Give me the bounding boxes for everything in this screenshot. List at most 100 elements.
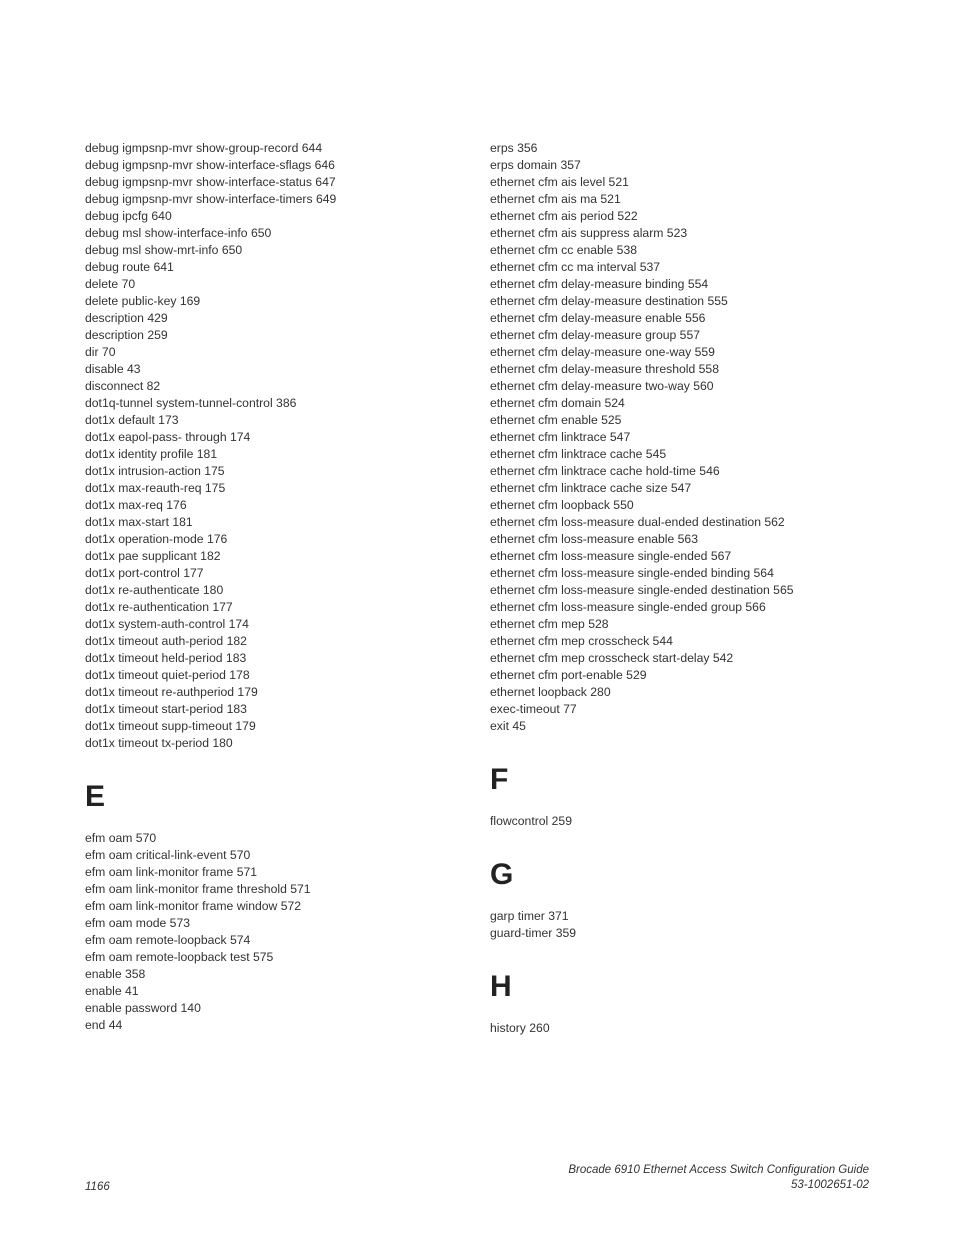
index-entry: garp timer 371 (490, 908, 869, 925)
index-entry: efm oam link-monitor frame 571 (85, 864, 464, 881)
index-entry: debug ipcfg 640 (85, 208, 464, 225)
index-entry: dot1x eapol-pass- through 174 (85, 429, 464, 446)
index-entry: ethernet cfm loss-measure dual-ended des… (490, 514, 869, 531)
page-footer: 1166 Brocade 6910 Ethernet Access Switch… (85, 1163, 869, 1193)
index-entry: debug igmpsnp-mvr show-group-record 644 (85, 140, 464, 157)
index-entry: ethernet cfm loss-measure single-ended b… (490, 565, 869, 582)
d-section-continued: debug igmpsnp-mvr show-group-record 644 d… (85, 140, 464, 752)
index-entry: enable 358 (85, 966, 464, 983)
section-heading-f: F (490, 765, 869, 795)
index-entry: ethernet cfm loss-measure single-ended d… (490, 582, 869, 599)
index-entry: ethernet cfm delay-measure destination 5… (490, 293, 869, 310)
index-entry: history 260 (490, 1020, 869, 1037)
index-entry: ethernet cfm ais suppress alarm 523 (490, 225, 869, 242)
index-entry: efm oam link-monitor frame threshold 571 (85, 881, 464, 898)
index-entry: description 429 (85, 310, 464, 327)
index-entry: ethernet cfm delay-measure binding 554 (490, 276, 869, 293)
index-entry: dot1x timeout start-period 183 (85, 701, 464, 718)
index-entry: disable 43 (85, 361, 464, 378)
index-entry: debug route 641 (85, 259, 464, 276)
index-entry: ethernet loopback 280 (490, 684, 869, 701)
index-entry: efm oam remote-loopback test 575 (85, 949, 464, 966)
index-entry: efm oam mode 573 (85, 915, 464, 932)
index-entry: debug msl show-mrt-info 650 (85, 242, 464, 259)
index-entry: erps domain 357 (490, 157, 869, 174)
index-entry: end 44 (85, 1017, 464, 1034)
index-entry: flowcontrol 259 (490, 813, 869, 830)
index-entry: exec-timeout 77 (490, 701, 869, 718)
index-entry: dot1x timeout held-period 183 (85, 650, 464, 667)
index-entry: ethernet cfm ais level 521 (490, 174, 869, 191)
index-entry: dot1q-tunnel system-tunnel-control 386 (85, 395, 464, 412)
index-entry: ethernet cfm linktrace cache size 547 (490, 480, 869, 497)
index-entry: dot1x intrusion-action 175 (85, 463, 464, 480)
index-entry: dot1x timeout auth-period 182 (85, 633, 464, 650)
index-entry: dot1x max-start 181 (85, 514, 464, 531)
doc-title-line1: Brocade 6910 Ethernet Access Switch Conf… (568, 1163, 869, 1178)
index-entry: ethernet cfm delay-measure two-way 560 (490, 378, 869, 395)
index-entry: dot1x default 173 (85, 412, 464, 429)
index-entry: ethernet cfm enable 525 (490, 412, 869, 429)
index-entry: efm oam 570 (85, 830, 464, 847)
index-entry: debug msl show-interface-info 650 (85, 225, 464, 242)
section-heading-g: G (490, 860, 869, 890)
index-entry: ethernet cfm port-enable 529 (490, 667, 869, 684)
doc-title: Brocade 6910 Ethernet Access Switch Conf… (568, 1163, 869, 1193)
index-entry: ethernet cfm cc ma interval 537 (490, 259, 869, 276)
index-entry: ethernet cfm mep 528 (490, 616, 869, 633)
index-entry: dot1x port-control 177 (85, 565, 464, 582)
index-entry: dot1x max-reauth-req 175 (85, 480, 464, 497)
index-entry: dot1x timeout quiet-period 178 (85, 667, 464, 684)
index-entry: ethernet cfm delay-measure threshold 558 (490, 361, 869, 378)
section-heading-h: H (490, 972, 869, 1002)
index-entry: enable password 140 (85, 1000, 464, 1017)
index-entry: dot1x pae supplicant 182 (85, 548, 464, 565)
index-entry: dot1x timeout re-authperiod 179 (85, 684, 464, 701)
index-entry: ethernet cfm delay-measure group 557 (490, 327, 869, 344)
index-entry: ethernet cfm linktrace cache hold-time 5… (490, 463, 869, 480)
index-entry: ethernet cfm mep crosscheck 544 (490, 633, 869, 650)
index-entry: delete 70 (85, 276, 464, 293)
index-entry: enable 41 (85, 983, 464, 1000)
index-entry: ethernet cfm linktrace 547 (490, 429, 869, 446)
index-entry: efm oam critical-link-event 570 (85, 847, 464, 864)
index-entry: ethernet cfm loss-measure single-ended g… (490, 599, 869, 616)
index-entry: ethernet cfm delay-measure enable 556 (490, 310, 869, 327)
index-entry: description 259 (85, 327, 464, 344)
index-entry: debug igmpsnp-mvr show-interface-status … (85, 174, 464, 191)
index-entry: ethernet cfm cc enable 538 (490, 242, 869, 259)
index-entry: ethernet cfm loopback 550 (490, 497, 869, 514)
index-entry: dot1x re-authentication 177 (85, 599, 464, 616)
section-heading-e: E (85, 782, 464, 812)
index-entry: debug igmpsnp-mvr show-interface-timers … (85, 191, 464, 208)
index-entry: guard-timer 359 (490, 925, 869, 942)
index-entry: dot1x system-auth-control 174 (85, 616, 464, 633)
index-entry: ethernet cfm domain 524 (490, 395, 869, 412)
right-column: erps 356erps domain 357ethernet cfm ais … (490, 140, 869, 1037)
index-entry: dot1x operation-mode 176 (85, 531, 464, 548)
index-entry: dir 70 (85, 344, 464, 361)
index-entry: ethernet cfm loss-measure single-ended 5… (490, 548, 869, 565)
index-entry: ethernet cfm mep crosscheck start-delay … (490, 650, 869, 667)
g-section: garp timer 371guard-timer 359 (490, 908, 869, 942)
index-entry: dot1x identity profile 181 (85, 446, 464, 463)
index-entry: disconnect 82 (85, 378, 464, 395)
index-entry: ethernet cfm ais ma 521 (490, 191, 869, 208)
f-section: flowcontrol 259 (490, 813, 869, 830)
index-entry: dot1x timeout supp-timeout 179 (85, 718, 464, 735)
index-entry: ethernet cfm loss-measure enable 563 (490, 531, 869, 548)
index-entry: exit 45 (490, 718, 869, 735)
index-entry: dot1x timeout tx-period 180 (85, 735, 464, 752)
page-number: 1166 (85, 1181, 110, 1193)
index-entry: efm oam remote-loopback 574 (85, 932, 464, 949)
index-entry: efm oam link-monitor frame window 572 (85, 898, 464, 915)
two-column-layout: debug igmpsnp-mvr show-group-record 644 d… (85, 140, 869, 1037)
index-entry: ethernet cfm delay-measure one-way 559 (490, 344, 869, 361)
left-column: debug igmpsnp-mvr show-group-record 644 d… (85, 140, 464, 1037)
index-entry: ethernet cfm ais period 522 (490, 208, 869, 225)
e-section: efm oam 570efm oam critical-link-event 5… (85, 830, 464, 1034)
e-section-continued: erps 356erps domain 357ethernet cfm ais … (490, 140, 869, 735)
doc-title-line2: 53-1002651-02 (568, 1178, 869, 1193)
index-entry: delete public-key 169 (85, 293, 464, 310)
index-page: debug igmpsnp-mvr show-group-record 644 d… (0, 0, 954, 1037)
